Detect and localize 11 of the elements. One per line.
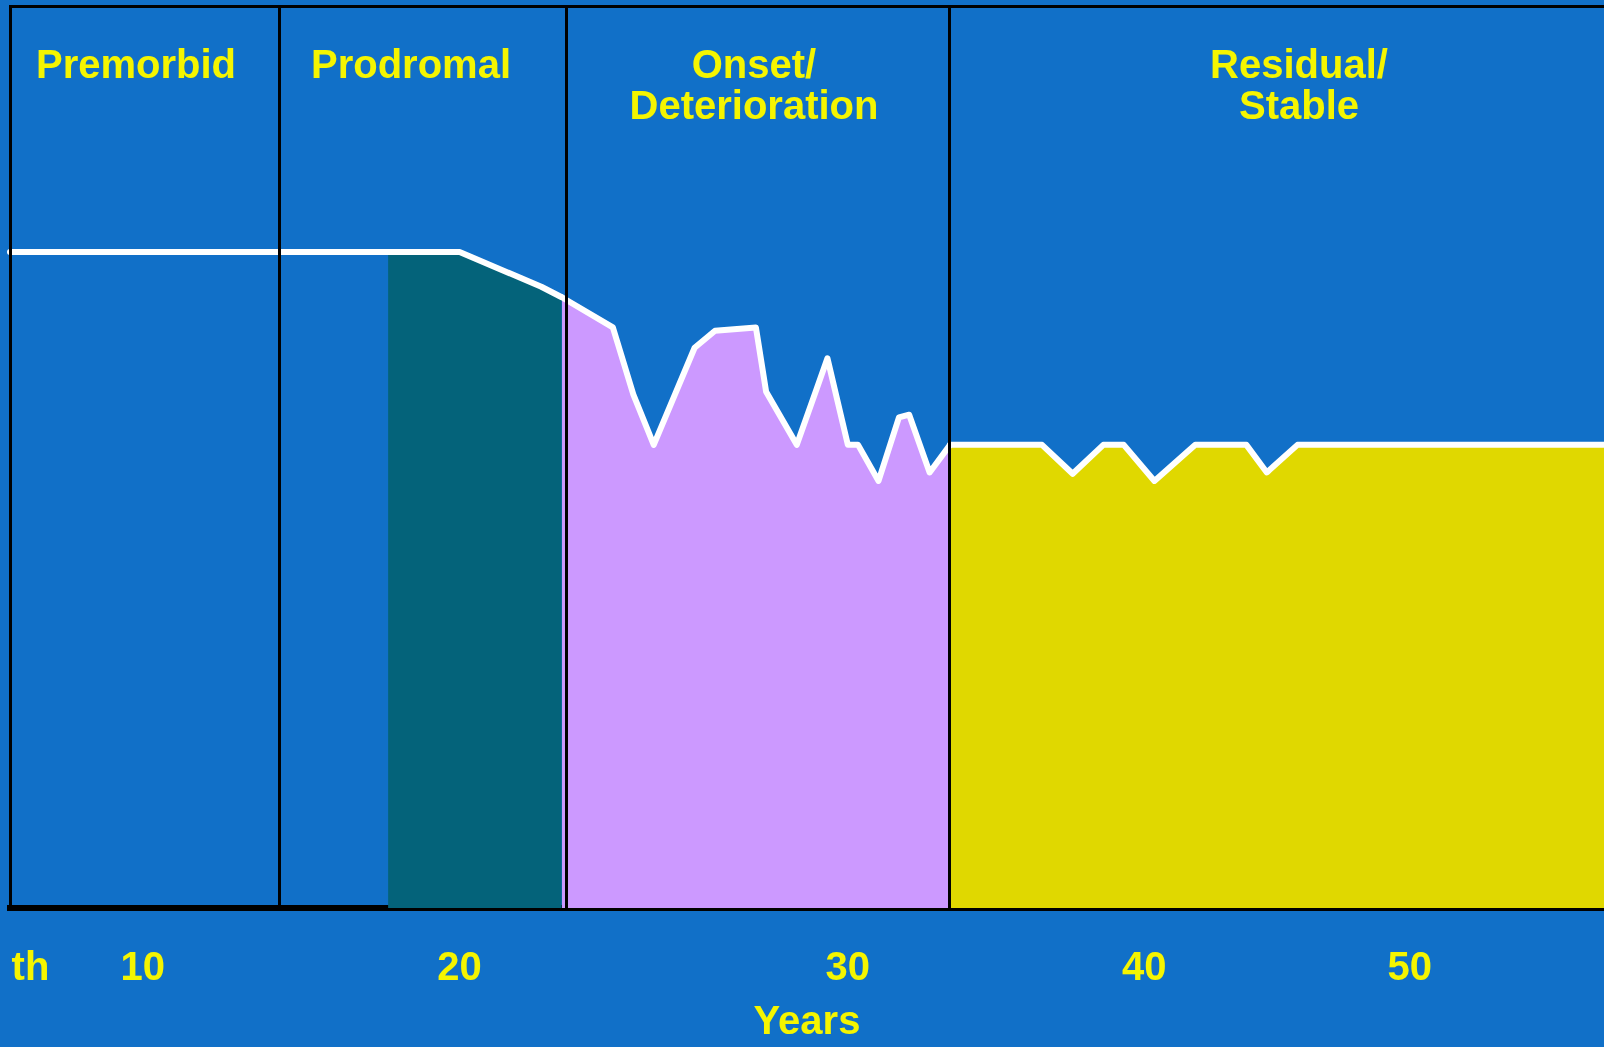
x-tick-label: th (11, 944, 50, 989)
x-tick-label: 10 (120, 944, 166, 989)
x-axis-title: Years (753, 998, 861, 1043)
text: Prodromal (310, 42, 512, 86)
x-tick-label: 50 (1387, 944, 1433, 989)
x-tick-label: 20 (437, 944, 482, 989)
text: Residual/ Stable (1210, 42, 1388, 127)
text: Onset/ Deterioration (629, 42, 879, 127)
x-tick-label: 40 (1121, 944, 1167, 989)
text: Premorbid (35, 42, 237, 86)
x-tick-label: 30 (825, 944, 871, 989)
